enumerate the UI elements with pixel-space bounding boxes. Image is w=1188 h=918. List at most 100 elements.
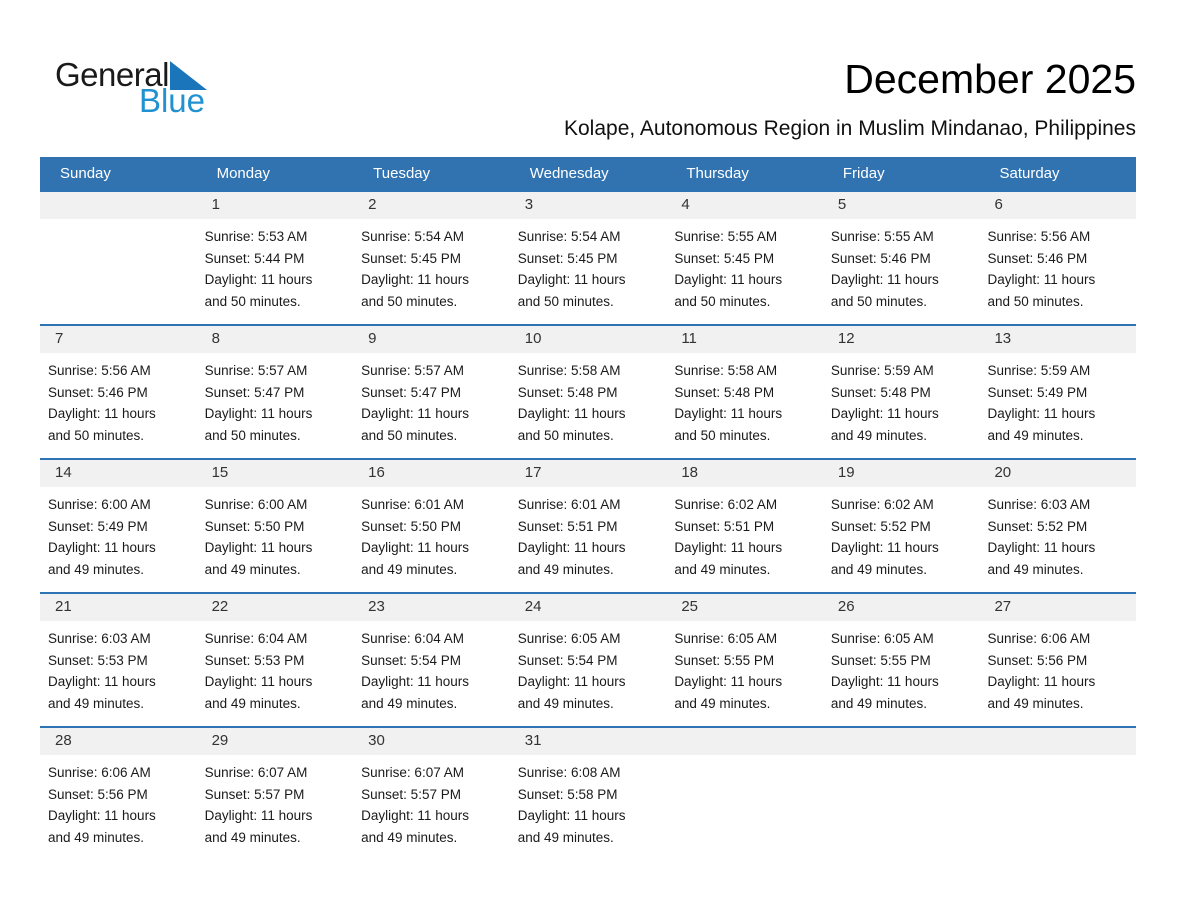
- day-details: Sunrise: 5:59 AM Sunset: 5:48 PM Daylight:…: [823, 353, 980, 446]
- day-detail-line: Daylight: 11 hours: [361, 406, 469, 421]
- day-detail-line: Sunset: 5:56 PM: [987, 652, 1088, 668]
- day-detail-line: Sunrise: 6:07 AM: [361, 765, 464, 780]
- day-detail-line: Sunrise: 5:55 AM: [830, 229, 934, 244]
- week-row: 1 Sunrise: 5:53 AM Sunset: 5:44 PM Daylight…: [40, 190, 1137, 324]
- day-detail-line: Sunrise: 5:57 AM: [204, 363, 308, 378]
- day-detail-line: Sunset: 5:46 PM: [987, 250, 1088, 266]
- day-cell-empty: [822, 728, 980, 860]
- day-cell: 7 Sunrise: 5:56 AM Sunset: 5:46 PM Daylight…: [40, 326, 197, 458]
- day-detail-line: Sunset: 5:57 PM: [204, 786, 305, 802]
- day-detail-line: Daylight: 11 hours: [517, 674, 626, 689]
- day-detail-line: Sunrise: 5:54 AM: [517, 229, 621, 244]
- day-details: [979, 755, 1136, 762]
- weekday-label-tuesday: Tuesday: [373, 165, 431, 182]
- day-cell-empty: [666, 728, 823, 860]
- day-detail-line: Sunrise: 5:56 AM: [48, 363, 151, 378]
- day-cell: 19 Sunrise: 6:02 AM Sunset: 5:52 PM Dayligh…: [822, 460, 980, 592]
- day-detail-line: Sunset: 5:46 PM: [48, 384, 148, 400]
- day-cell: 23 Sunrise: 6:04 AM Sunset: 5:54 PM Dayligh…: [353, 594, 510, 726]
- day-detail-line: Sunrise: 5:54 AM: [361, 229, 464, 244]
- day-detail-line: and 49 minutes.: [48, 695, 145, 711]
- day-detail-line: Daylight: 11 hours: [987, 272, 1096, 287]
- day-detail-line: and 50 minutes.: [987, 293, 1084, 309]
- day-cell: 25 Sunrise: 6:05 AM Sunset: 5:55 PM Dayligh…: [666, 594, 823, 726]
- day-cell-empty: [40, 192, 197, 324]
- logo-general-text: General: [55, 56, 169, 93]
- day-detail-line: Daylight: 11 hours: [830, 674, 939, 689]
- day-details: Sunrise: 5:57 AM Sunset: 5:47 PM Daylight:…: [197, 353, 354, 446]
- day-number: [979, 728, 1137, 755]
- day-detail-line: and 49 minutes.: [517, 695, 614, 711]
- day-detail-line: and 49 minutes.: [674, 695, 771, 711]
- day-details: Sunrise: 5:58 AM Sunset: 5:48 PM Daylight:…: [666, 353, 823, 446]
- weekday-label-monday: Monday: [216, 165, 270, 182]
- day-detail-line: and 49 minutes.: [517, 829, 614, 845]
- day-cell: 3 Sunrise: 5:54 AM Sunset: 5:45 PM Daylight…: [509, 192, 667, 324]
- day-cell: 1 Sunrise: 5:53 AM Sunset: 5:44 PM Daylight…: [196, 192, 354, 324]
- day-cell: 6 Sunrise: 5:56 AM Sunset: 5:46 PM Daylight…: [979, 192, 1137, 324]
- day-details: Sunrise: 6:00 AM Sunset: 5:50 PM Daylight:…: [197, 487, 354, 580]
- day-details: Sunrise: 5:54 AM Sunset: 5:45 PM Daylight:…: [353, 219, 510, 312]
- day-detail-line: Sunset: 5:45 PM: [517, 250, 618, 266]
- day-cell: 13 Sunrise: 5:59 AM Sunset: 5:49 PM Dayligh…: [979, 326, 1137, 458]
- day-detail-line: Daylight: 11 hours: [361, 808, 469, 823]
- day-detail-line: Daylight: 11 hours: [204, 808, 313, 823]
- day-details: Sunrise: 6:04 AM Sunset: 5:54 PM Daylight:…: [353, 621, 510, 714]
- day-details: Sunrise: 6:07 AM Sunset: 5:57 PM Daylight:…: [197, 755, 354, 848]
- calendar-grid: 1 Sunrise: 5:53 AM Sunset: 5:44 PM Daylight…: [40, 190, 1137, 860]
- day-cell: 2 Sunrise: 5:54 AM Sunset: 5:45 PM Daylight…: [353, 192, 510, 324]
- day-detail-line: and 49 minutes.: [987, 427, 1084, 443]
- day-detail-line: and 50 minutes.: [674, 293, 771, 309]
- day-cell: 21 Sunrise: 6:03 AM Sunset: 5:53 PM Dayligh…: [40, 594, 197, 726]
- day-number: 19: [822, 460, 980, 487]
- day-detail-line: and 49 minutes.: [204, 829, 301, 845]
- day-detail-line: Daylight: 11 hours: [674, 540, 783, 555]
- day-detail-line: and 50 minutes.: [517, 293, 614, 309]
- day-detail-line: Sunrise: 5:56 AM: [987, 229, 1091, 244]
- day-details: Sunrise: 6:03 AM Sunset: 5:52 PM Daylight:…: [979, 487, 1136, 580]
- day-details: Sunrise: 6:03 AM Sunset: 5:53 PM Daylight:…: [40, 621, 197, 714]
- day-cell: 12 Sunrise: 5:59 AM Sunset: 5:48 PM Dayligh…: [822, 326, 980, 458]
- weekday-label-saturday: Saturday: [999, 165, 1060, 182]
- day-cell: 26 Sunrise: 6:05 AM Sunset: 5:55 PM Dayligh…: [822, 594, 980, 726]
- day-number: 30: [353, 728, 510, 755]
- day-number: 17: [509, 460, 667, 487]
- day-number: 1: [196, 192, 354, 219]
- day-cell: 30 Sunrise: 6:07 AM Sunset: 5:57 PM Dayligh…: [353, 728, 510, 860]
- day-number: 28: [40, 728, 197, 755]
- day-cell: 24 Sunrise: 6:05 AM Sunset: 5:54 PM Dayligh…: [509, 594, 667, 726]
- day-cell: 5 Sunrise: 5:55 AM Sunset: 5:46 PM Daylight…: [822, 192, 980, 324]
- day-number: 16: [353, 460, 510, 487]
- day-detail-line: Sunset: 5:51 PM: [674, 518, 775, 534]
- day-number: 11: [666, 326, 823, 353]
- day-detail-line: Daylight: 11 hours: [361, 272, 469, 287]
- page-title: December 2025: [844, 56, 1136, 102]
- day-number: 14: [40, 460, 197, 487]
- day-detail-line: Sunset: 5:55 PM: [830, 652, 931, 668]
- day-cell: 16 Sunrise: 6:01 AM Sunset: 5:50 PM Dayligh…: [353, 460, 510, 592]
- day-detail-line: Sunrise: 6:02 AM: [830, 497, 934, 512]
- day-details: [40, 219, 197, 226]
- day-detail-line: Daylight: 11 hours: [48, 540, 156, 555]
- day-number: 18: [666, 460, 823, 487]
- day-detail-line: Sunrise: 5:55 AM: [674, 229, 778, 244]
- day-detail-line: and 49 minutes.: [361, 829, 458, 845]
- day-number: 4: [666, 192, 823, 219]
- day-detail-line: and 49 minutes.: [204, 695, 301, 711]
- day-cell-empty: [979, 728, 1137, 860]
- day-detail-line: Sunset: 5:47 PM: [361, 384, 461, 400]
- day-detail-line: Sunset: 5:57 PM: [361, 786, 461, 802]
- day-number: 8: [196, 326, 354, 353]
- day-detail-line: and 50 minutes.: [830, 293, 927, 309]
- day-detail-line: Daylight: 11 hours: [517, 540, 626, 555]
- day-detail-line: Sunset: 5:56 PM: [48, 786, 148, 802]
- day-details: Sunrise: 6:05 AM Sunset: 5:54 PM Daylight:…: [510, 621, 667, 714]
- day-detail-line: and 49 minutes.: [517, 561, 614, 577]
- day-detail-line: Sunrise: 6:04 AM: [204, 631, 308, 646]
- day-details: Sunrise: 6:04 AM Sunset: 5:53 PM Daylight:…: [197, 621, 354, 714]
- day-detail-line: and 50 minutes.: [361, 427, 458, 443]
- day-cell: 10 Sunrise: 5:58 AM Sunset: 5:48 PM Dayligh…: [509, 326, 667, 458]
- day-detail-line: Sunrise: 6:03 AM: [48, 631, 151, 646]
- day-details: Sunrise: 5:53 AM Sunset: 5:44 PM Daylight:…: [197, 219, 354, 312]
- day-cell: 15 Sunrise: 6:00 AM Sunset: 5:50 PM Dayligh…: [196, 460, 354, 592]
